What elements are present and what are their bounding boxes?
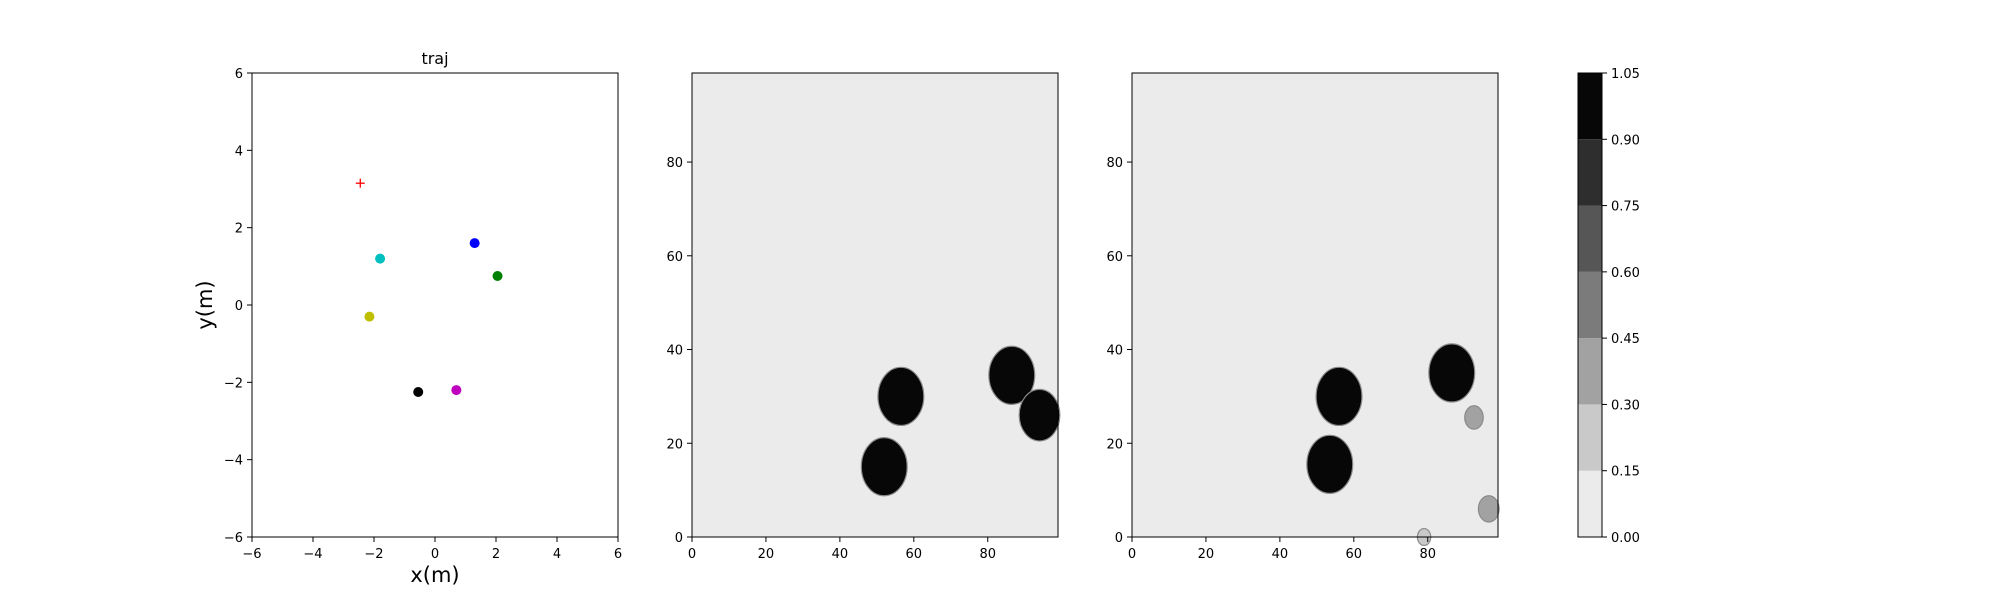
colorbar-tick-label: 0.90: [1611, 133, 1640, 148]
agent-point: [451, 385, 462, 396]
x-tick-label: 20: [1198, 547, 1215, 562]
heatmap-2-blobs: [1306, 343, 1500, 547]
y-tick-label: 80: [1106, 156, 1123, 171]
x-tick-label: 40: [1272, 547, 1289, 562]
traj-points: [355, 178, 503, 397]
colorbar-tick-label: 0.30: [1611, 398, 1640, 413]
x-tick-label: 2: [492, 547, 500, 562]
colorbar-bands: [1578, 73, 1602, 537]
y-tick-label: 60: [666, 250, 683, 265]
heatmap-2-plot-frame: [1131, 72, 1499, 538]
colorbar-tick-label: 0.45: [1611, 332, 1640, 347]
agent-point: [364, 311, 375, 322]
traj-panel: traj −6 −4 −2 0 2 4 6 −6 −4 −2 0 2 4 6 x(m) y(m): [193, 49, 622, 587]
colorbar-tick-label: 0.00: [1611, 531, 1640, 546]
heatmap-blob: [1306, 434, 1354, 495]
colorbar-band: [1578, 271, 1602, 339]
y-tick-label: −4: [224, 454, 243, 469]
y-tick-label: −6: [224, 531, 243, 546]
x-tick-label: 40: [832, 547, 849, 562]
x-tick-label: 80: [979, 547, 996, 562]
colorbar-tick-label: 1.05: [1611, 67, 1640, 82]
heatmap-blob: [1315, 366, 1363, 427]
x-tick-label: 0: [688, 547, 696, 562]
colorbar: 0.00 0.15 0.30 0.45 0.60 0.75 0.90 1.05: [1577, 67, 1640, 546]
heatmap-2-x-ticks: 0 20 40 60 80: [1128, 537, 1436, 562]
y-tick-label: 0: [235, 299, 243, 314]
traj-title: traj: [421, 49, 448, 68]
colorbar-band: [1578, 73, 1602, 140]
y-tick-label: 80: [666, 156, 683, 171]
x-tick-label: 60: [1346, 547, 1363, 562]
x-tick-label: 4: [553, 547, 561, 562]
y-tick-label: 20: [1106, 437, 1123, 452]
heatmap-panel-1: 0 20 40 60 80 0 20 40 60 80: [666, 72, 1061, 562]
heatmap-2-y-ticks: 0 20 40 60 80: [1106, 156, 1132, 546]
traj-x-ticks: −6 −4 −2 0 2 4 6: [242, 537, 622, 562]
agent-point: [413, 387, 424, 397]
y-tick-label: 40: [1106, 344, 1123, 359]
agent-point: [492, 271, 503, 281]
heatmap-1-plot-frame: [691, 72, 1059, 538]
y-tick-label: 6: [235, 67, 243, 82]
colorbar-band: [1578, 470, 1602, 537]
y-tick-label: 2: [235, 222, 243, 237]
y-tick-label: 0: [1115, 531, 1123, 546]
heatmap-1-x-ticks: 0 20 40 60 80: [688, 537, 996, 562]
x-tick-label: 0: [431, 547, 439, 562]
y-tick-label: 40: [666, 344, 683, 359]
y-tick-label: 4: [235, 144, 243, 159]
traj-y-ticks: −6 −4 −2 0 2 4 6: [224, 67, 252, 546]
heatmap-blob: [988, 345, 1036, 405]
goal-marker: [355, 178, 365, 188]
colorbar-tick-label: 0.15: [1611, 465, 1640, 480]
x-tick-label: 80: [1419, 547, 1436, 562]
colorbar-band: [1578, 139, 1602, 206]
colorbar-tick-label: 0.75: [1611, 200, 1640, 215]
heatmap-blob: [1428, 343, 1476, 403]
traj-plot-frame: [251, 72, 619, 538]
traj-y-axis-label: y(m): [193, 280, 217, 329]
y-tick-label: 60: [1106, 250, 1123, 265]
y-tick-label: −2: [224, 376, 243, 391]
colorbar-tick-label: 0.60: [1611, 266, 1640, 281]
traj-x-axis-label: x(m): [410, 563, 459, 587]
colorbar-ticks: 0.00 0.15 0.30 0.45 0.60 0.75 0.90 1.05: [1602, 67, 1640, 546]
x-tick-label: −2: [364, 547, 383, 562]
colorbar-frame: [1577, 72, 1603, 538]
agent-point: [375, 253, 386, 264]
agent-point: [469, 238, 480, 249]
x-tick-label: 0: [1128, 547, 1136, 562]
x-tick-label: 60: [906, 547, 923, 562]
x-tick-label: −6: [242, 547, 261, 562]
x-tick-label: 20: [758, 547, 775, 562]
heatmap-blob: [877, 366, 925, 427]
y-tick-label: 0: [675, 531, 683, 546]
x-tick-label: 6: [614, 547, 622, 562]
heatmap-1-blobs: [860, 345, 1061, 497]
heatmap-blob: [1018, 388, 1061, 442]
x-tick-label: −4: [303, 547, 322, 562]
heatmap-blob: [1477, 495, 1500, 523]
y-tick-label: 20: [666, 437, 683, 452]
heatmap-blob: [1464, 405, 1484, 430]
heatmap-panel-2: 0 20 40 60 80 0 20 40 60 80: [1106, 72, 1500, 562]
heatmap-1-y-ticks: 0 20 40 60 80: [666, 156, 692, 546]
colorbar-band: [1578, 404, 1602, 471]
colorbar-band: [1578, 205, 1602, 272]
heatmap-blob: [860, 437, 908, 497]
colorbar-band: [1578, 338, 1602, 405]
